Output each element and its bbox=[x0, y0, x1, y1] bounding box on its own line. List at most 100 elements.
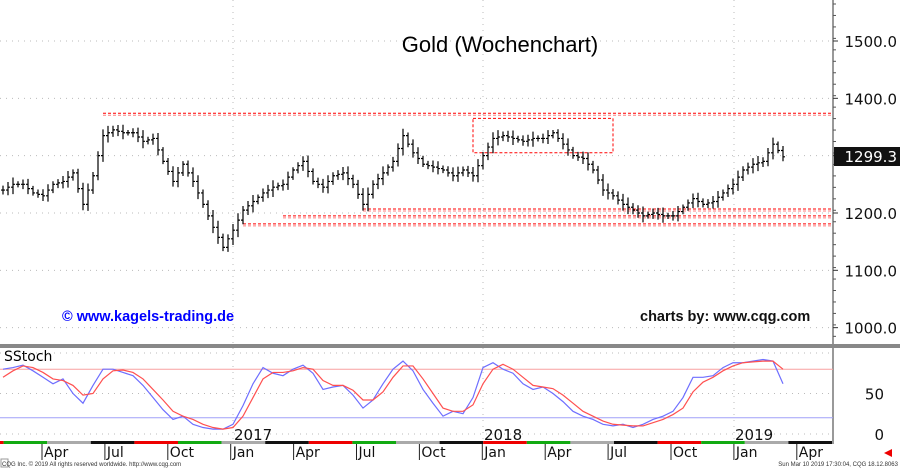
timestamp: Sun Mar 10 2019 17:30:04, CQG 18.12.8063 bbox=[778, 462, 898, 468]
price-bar bbox=[381, 166, 385, 186]
chart-title: Gold (Wochenchart) bbox=[402, 32, 598, 57]
price-bar bbox=[216, 220, 220, 244]
price-bar bbox=[386, 164, 390, 176]
year-label: 2018 bbox=[484, 426, 522, 444]
price-bar bbox=[541, 133, 545, 144]
price-bar bbox=[81, 182, 85, 211]
price-bar bbox=[21, 179, 25, 190]
consolidation-box bbox=[472, 117, 614, 154]
month-label: Oct bbox=[170, 445, 195, 461]
price-bar bbox=[261, 188, 265, 202]
price-bar bbox=[526, 134, 530, 147]
price-bar bbox=[41, 189, 45, 201]
price-bar bbox=[176, 167, 180, 188]
y-tick-label: 1000.0 bbox=[845, 320, 898, 338]
price-bar bbox=[86, 183, 90, 211]
price-bar bbox=[251, 194, 255, 213]
price-bar bbox=[126, 129, 130, 136]
price-bar bbox=[716, 191, 720, 208]
price-bar bbox=[331, 172, 335, 185]
session-strip bbox=[657, 441, 702, 444]
price-bar bbox=[616, 191, 620, 205]
price-axis: 1000.0 1100.0 1200.0 1400.0 1500.0 bbox=[833, 3, 898, 338]
month-label: Jan bbox=[232, 445, 255, 461]
price-bar bbox=[456, 166, 460, 182]
price-bar bbox=[96, 151, 100, 181]
year-label: 2017 bbox=[234, 426, 272, 444]
price-bar bbox=[546, 130, 550, 144]
price-bar bbox=[726, 184, 730, 198]
price-bar bbox=[691, 193, 695, 209]
price-bar bbox=[371, 180, 375, 199]
session-strip bbox=[744, 441, 789, 444]
price-bar bbox=[356, 179, 360, 199]
price-bar bbox=[321, 178, 325, 193]
price-bar bbox=[606, 183, 610, 200]
session-strip bbox=[0, 441, 3, 444]
price-bar bbox=[586, 152, 590, 171]
price-bar bbox=[496, 130, 500, 146]
scroll-right-arrow-icon[interactable] bbox=[884, 449, 892, 457]
price-bar bbox=[166, 157, 170, 175]
price-bar bbox=[651, 208, 655, 219]
price-bar bbox=[426, 160, 430, 170]
last-price: 1299.3 bbox=[845, 148, 898, 166]
month-label: Oct bbox=[421, 445, 446, 461]
price-bar bbox=[171, 166, 175, 187]
price-bar bbox=[531, 131, 535, 147]
price-bar bbox=[221, 233, 225, 252]
price-bar bbox=[646, 211, 650, 219]
month-label: Apr bbox=[44, 445, 68, 461]
price-bar bbox=[301, 156, 305, 171]
price-bar bbox=[656, 207, 660, 220]
y-tick-label: 1100.0 bbox=[845, 262, 898, 280]
session-strip bbox=[352, 441, 396, 444]
session-strip bbox=[178, 441, 222, 444]
price-bar bbox=[696, 192, 700, 208]
price-bar bbox=[401, 128, 405, 156]
month-label: Apr bbox=[296, 445, 320, 461]
price-bar bbox=[316, 177, 320, 189]
price-bar bbox=[186, 160, 190, 177]
price-bar bbox=[26, 178, 30, 195]
price-bar bbox=[556, 129, 560, 142]
price-bar bbox=[596, 165, 600, 185]
y-tick-label: 1400.0 bbox=[845, 90, 898, 108]
session-strip bbox=[221, 441, 266, 444]
price-bar bbox=[276, 182, 280, 191]
time-axis: Apr Jul Oct Jan Apr Jul Oct Jan Apr Jul Oct Jan Apr 2… bbox=[0, 426, 832, 461]
price-bar bbox=[206, 200, 210, 220]
price-bar bbox=[591, 160, 595, 174]
month-label: Jan bbox=[735, 445, 758, 461]
price-bar bbox=[561, 133, 565, 150]
session-strip bbox=[90, 441, 135, 444]
price-bar bbox=[396, 143, 400, 167]
price-bar bbox=[16, 181, 20, 188]
price-bar bbox=[446, 166, 450, 177]
watermark-kagels[interactable]: © www.kagels-trading.de bbox=[62, 309, 234, 325]
stoch-panel: 0 50 bbox=[0, 352, 884, 444]
price-bar bbox=[771, 137, 775, 160]
month-label: Oct bbox=[673, 445, 698, 461]
year-label: 2019 bbox=[735, 426, 773, 444]
copyright: CQG Inc. © 2019 All rights reserved worl… bbox=[2, 462, 182, 468]
annotations bbox=[103, 112, 833, 227]
stoch-d-line bbox=[2, 360, 784, 430]
price-bar bbox=[486, 142, 490, 161]
y-tick-label: 1500.0 bbox=[845, 33, 898, 51]
corner-box[interactable] bbox=[0, 458, 9, 468]
price-bar bbox=[306, 155, 310, 178]
price-bar bbox=[601, 174, 605, 196]
stoch-tick-label: 0 bbox=[874, 426, 884, 444]
price-bar bbox=[511, 130, 515, 145]
price-bar bbox=[411, 139, 415, 158]
price-bar bbox=[236, 213, 240, 238]
price-bar bbox=[406, 132, 410, 148]
stoch-title: SStoch bbox=[4, 349, 52, 365]
session-strip bbox=[483, 441, 527, 444]
price-bar bbox=[326, 175, 330, 194]
price-bar bbox=[781, 146, 785, 162]
price-bar bbox=[661, 207, 665, 223]
panel-separator[interactable] bbox=[0, 344, 900, 348]
